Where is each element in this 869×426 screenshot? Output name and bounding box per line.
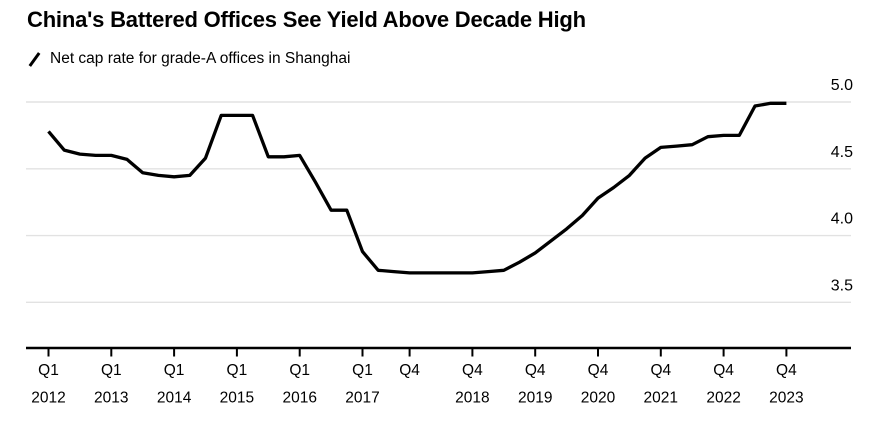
chart-title: China's Battered Offices See Yield Above… bbox=[27, 7, 586, 32]
x-axis-labels: Q1 2012 Q1 2013 Q1 2014 Q1 2015 Q1 2016 Q1 2017 Q4 Q4… bbox=[31, 362, 803, 407]
y-tick-label: 4.0 bbox=[831, 211, 853, 228]
x-tick-label-year: 2018 bbox=[455, 390, 489, 407]
series-line-icon bbox=[28, 51, 41, 67]
gridlines bbox=[26, 101, 851, 304]
x-tick-label-year: 2020 bbox=[581, 390, 616, 407]
x-tick-label-quarter: Q4 bbox=[588, 362, 609, 379]
x-tick-label-year: 2015 bbox=[220, 390, 254, 407]
y-tick-label: 3.5 bbox=[831, 277, 853, 294]
x-axis bbox=[26, 346, 851, 357]
x-tick-label-year: 2014 bbox=[157, 390, 192, 407]
x-tick-label-quarter: Q1 bbox=[352, 362, 373, 379]
x-tick-label-quarter: Q4 bbox=[650, 362, 671, 379]
y-axis-labels: 5.0 4.5 4.0 3.5 bbox=[831, 77, 853, 294]
legend-label: Net cap rate for grade-A offices in Shan… bbox=[50, 50, 351, 67]
series bbox=[47, 101, 787, 275]
x-tick-label-year: 2017 bbox=[345, 390, 379, 407]
y-tick-label: 4.5 bbox=[831, 144, 853, 161]
series-line bbox=[47, 101, 787, 275]
x-tick-label-quarter: Q1 bbox=[38, 362, 59, 379]
x-tick-label-quarter: Q4 bbox=[776, 362, 797, 379]
x-tick-label-quarter: Q1 bbox=[164, 362, 185, 379]
x-tick-label-quarter: Q1 bbox=[101, 362, 122, 379]
x-tick-label-quarter: Q4 bbox=[399, 362, 420, 379]
x-tick-label-quarter: Q1 bbox=[227, 362, 248, 379]
x-tick-label-year: 2019 bbox=[518, 390, 552, 407]
x-tick-label-year: 2016 bbox=[282, 390, 316, 407]
x-tick-label-year: 2021 bbox=[644, 390, 678, 407]
x-tick-label-year: 2023 bbox=[769, 390, 803, 407]
x-tick-label-year: 2012 bbox=[31, 390, 65, 407]
y-tick-label: 5.0 bbox=[831, 77, 853, 94]
legend: Net cap rate for grade-A offices in Shan… bbox=[28, 50, 350, 68]
x-tick-label-quarter: Q4 bbox=[713, 362, 734, 379]
x-tick-label-quarter: Q4 bbox=[525, 362, 546, 379]
x-tick-label-quarter: Q1 bbox=[289, 362, 310, 379]
x-tick-label-quarter: Q4 bbox=[462, 362, 483, 379]
x-tick-label-year: 2013 bbox=[94, 390, 128, 407]
x-tick-label-year: 2022 bbox=[706, 390, 740, 407]
